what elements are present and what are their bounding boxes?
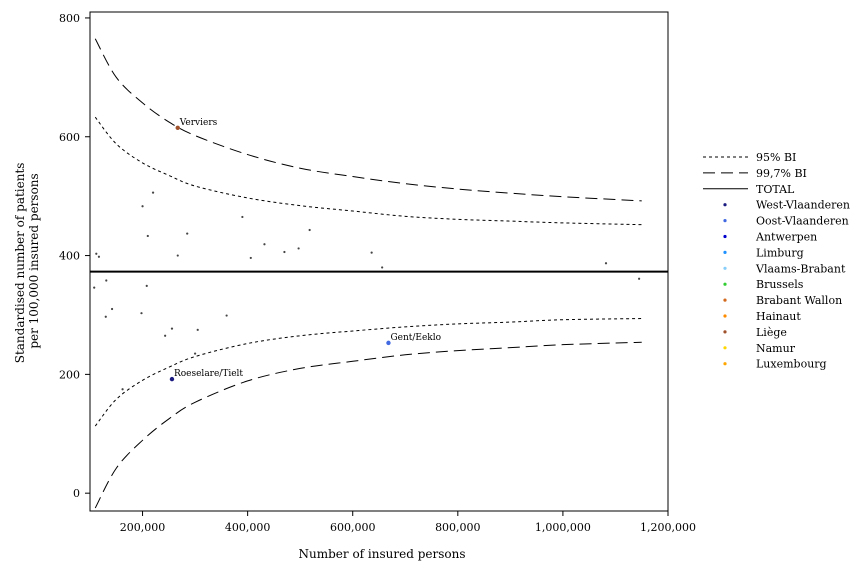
data-point — [297, 247, 300, 250]
data-point — [308, 228, 311, 232]
data-point — [170, 327, 174, 330]
y-tick-label: 200 — [59, 368, 80, 381]
legend-label: Brussels — [756, 278, 804, 291]
ci997-lower-line — [94, 341, 642, 509]
ci95-lower-line — [94, 318, 642, 427]
legend-marker — [723, 362, 727, 366]
legend-marker — [723, 282, 727, 286]
legend-label: Antwerpen — [755, 231, 817, 244]
legend-marker — [723, 234, 727, 239]
y-tick-label: 400 — [59, 250, 80, 263]
legend-marker — [723, 250, 727, 254]
data-point — [381, 266, 384, 269]
data-point — [105, 279, 108, 282]
y-axis-title-line-2: per 100,000 insured persons — [27, 173, 41, 348]
x-tick-label: 400,000 — [225, 521, 271, 534]
legend-marker — [723, 298, 727, 302]
y-tick-label: 800 — [59, 12, 80, 25]
data-point — [225, 314, 228, 317]
data-point — [141, 205, 144, 208]
legend-label: 99,7% BI — [756, 167, 807, 180]
point-label: Gent/Eeklo — [390, 333, 441, 343]
y-tick-label: 0 — [73, 487, 80, 500]
data-point — [186, 232, 189, 235]
legend-marker — [723, 346, 727, 350]
confidence-limits — [90, 38, 668, 509]
data-point — [176, 254, 179, 257]
data-point — [110, 307, 114, 311]
data-point — [249, 256, 252, 260]
data-point — [164, 334, 167, 337]
plot-frame — [89, 11, 669, 512]
ci997-upper-line — [94, 38, 642, 202]
data-point — [97, 255, 101, 258]
legend-label: Brabant Wallon — [756, 294, 842, 307]
data-point — [121, 388, 124, 391]
legend-marker — [723, 314, 727, 318]
data-point — [283, 250, 286, 254]
x-tick-label: 1,000,000 — [535, 521, 591, 534]
legend-label: TOTAL — [756, 183, 795, 196]
legend-label: Vlaams-Brabant — [755, 262, 846, 275]
legend-label: Namur — [756, 342, 796, 355]
data-point — [193, 352, 197, 355]
data-point — [175, 125, 180, 131]
data-point — [93, 286, 96, 289]
legend-label: 95% BI — [756, 151, 796, 164]
legend-label: Hainaut — [756, 310, 801, 323]
data-point — [241, 215, 244, 219]
y-axis-title-line-1: Standardised number of patients — [13, 163, 27, 364]
data-point — [146, 234, 149, 238]
data-point — [104, 315, 107, 318]
data-point — [151, 191, 155, 194]
legend-marker — [723, 203, 727, 207]
data-point — [263, 243, 266, 246]
x-axis-title: Number of insured persons — [299, 547, 466, 561]
y-tick-label: 600 — [59, 131, 80, 144]
data-point — [95, 252, 98, 255]
legend-label: Limburg — [756, 246, 804, 259]
legend-marker — [723, 266, 727, 270]
data-point — [140, 312, 143, 315]
legend-marker — [723, 219, 727, 223]
data-point — [638, 277, 641, 280]
x-tick-label: 800,000 — [435, 521, 481, 534]
legend-label: West-Vlaanderen — [756, 199, 850, 212]
data-point — [145, 284, 148, 287]
y-axis-title: Standardised number of patients per 100,… — [13, 159, 41, 364]
data-points: Verviers Gent/Eeklo Roeselare/Tielt — [93, 118, 641, 391]
x-tick-label: 1,200,000 — [640, 521, 696, 534]
legend-label: Oost-Vlaanderen — [756, 215, 849, 228]
legend: 95% BI 99,7% BI TOTAL West-Vlaanderen Oost-V… — [703, 151, 850, 371]
data-point — [370, 251, 373, 254]
axes: 200,000 400,000 600,000 800,000 1,000,000 1,2… — [59, 12, 696, 534]
point-label: Roeselare/Tielt — [174, 369, 243, 379]
data-point — [386, 340, 391, 346]
point-label: Verviers — [179, 118, 218, 128]
x-tick-label: 600,000 — [330, 521, 376, 534]
data-point — [169, 376, 175, 382]
data-point — [196, 328, 199, 331]
data-point — [604, 262, 608, 265]
legend-label: Liège — [756, 326, 787, 339]
legend-marker — [723, 330, 727, 334]
x-tick-label: 200,000 — [120, 521, 166, 534]
ci95-upper-line — [94, 116, 642, 226]
legend-label: Luxembourg — [756, 358, 827, 371]
